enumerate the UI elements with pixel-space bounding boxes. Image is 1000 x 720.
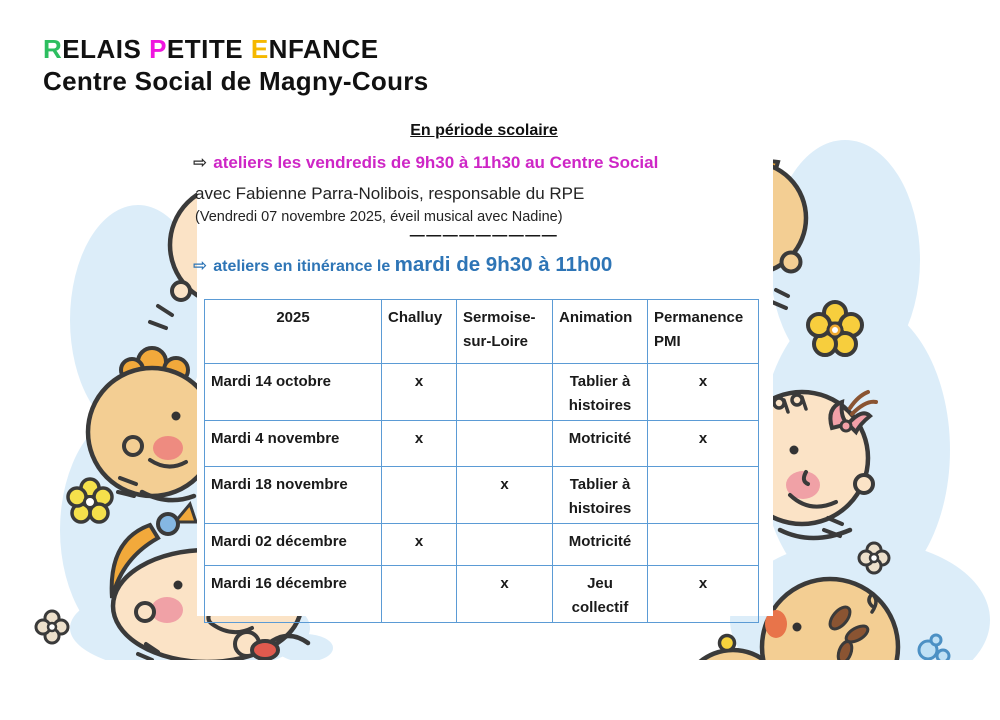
table-row: Mardi 14 octobre x Tablier à histoires x — [204, 363, 759, 421]
right-arrow-icon: ⇨ — [193, 256, 208, 275]
cell-animation: Jeu collectif — [552, 565, 648, 623]
tuesday-workshops-time: mardi de 9h30 à 11h00 — [394, 253, 613, 276]
title-letter: R — [43, 34, 63, 64]
flower-icon — [66, 477, 114, 524]
flower-icon — [857, 541, 891, 575]
cell-animation: Motricité — [552, 420, 648, 467]
title-line1: RELAIS PETITE ENFANCE — [43, 34, 428, 66]
table-row: Mardi 02 décembre x Motricité — [204, 523, 759, 566]
header-year: 2025 — [204, 299, 382, 364]
cell-date: Mardi 16 décembre — [204, 565, 382, 623]
cell-challuy — [381, 565, 457, 623]
cell-animation: Tablier à histoires — [552, 466, 648, 524]
header-animation: Animation — [552, 299, 648, 364]
cell-pmi: x — [647, 565, 759, 623]
header-sermoise: Sermoise-sur-Loire — [456, 299, 553, 364]
cell-date: Mardi 4 novembre — [204, 420, 382, 467]
friday-workshops-text: ateliers les vendredis de 9h30 à 11h30 a… — [213, 153, 659, 172]
cell-sermoise: x — [456, 466, 553, 524]
cell-animation: Motricité — [552, 523, 648, 566]
cell-date: Mardi 14 octobre — [204, 363, 382, 421]
cell-challuy — [381, 466, 457, 524]
cell-sermoise — [456, 420, 553, 467]
pacifier-doodle-icon — [917, 633, 951, 660]
subtitle: Centre Social de Magny-Cours — [43, 65, 429, 96]
right-arrow-icon: ⇨ — [193, 153, 208, 172]
responsible-line: avec Fabienne Parra-Nolibois, responsabl… — [195, 184, 585, 203]
schedule-table: 2025 Challuy Sermoise-sur-Loire Animatio… — [204, 299, 759, 623]
note-line: (Vendredi 07 novembre 2025, éveil musica… — [195, 209, 563, 225]
flower-icon — [34, 609, 70, 645]
cell-sermoise: x — [456, 565, 553, 623]
title-text: ELAIS — [62, 34, 150, 64]
baby-face-icon — [85, 346, 219, 503]
header-challuy: Challuy — [381, 299, 457, 364]
title-letter: E — [250, 34, 269, 64]
dashed-divider: ————————— — [409, 227, 559, 244]
title-letter: P — [149, 34, 167, 64]
section-heading: En période scolaire — [410, 122, 558, 139]
table-row: Mardi 18 novembre x Tablier à histoires — [204, 466, 759, 524]
cell-pmi — [647, 466, 759, 524]
cell-pmi — [647, 523, 759, 566]
page-title: RELAIS PETITE ENFANCE Centre Social de M… — [43, 34, 428, 97]
title-text: ETITE — [166, 34, 251, 64]
baby-face-icon — [759, 576, 901, 660]
table-header-row: 2025 Challuy Sermoise-sur-Loire Animatio… — [204, 299, 759, 364]
friday-workshops-line: ⇨ ateliers les vendredis de 9h30 à 11h30 … — [193, 153, 783, 173]
cell-challuy: x — [381, 363, 457, 421]
cell-date: Mardi 02 décembre — [204, 523, 382, 566]
cell-animation: Tablier à histoires — [552, 363, 648, 421]
cell-pmi: x — [647, 420, 759, 467]
table-row: Mardi 16 décembre x Jeu collectif x — [204, 565, 759, 623]
flower-icon — [806, 300, 864, 357]
title-text: NFANCE — [268, 34, 379, 64]
cell-date: Mardi 18 novembre — [204, 466, 382, 524]
table-row: Mardi 4 novembre x Motricité x — [204, 420, 759, 467]
cell-sermoise — [456, 363, 553, 421]
tuesday-workshops-line: ⇨ ateliers en itinérance le mardi de 9h30… — [193, 253, 793, 277]
tuesday-workshops-intro: ateliers en itinérance le — [213, 258, 395, 275]
cell-pmi: x — [647, 363, 759, 421]
header-pmi: Permanence PMI — [647, 299, 759, 364]
cell-sermoise — [456, 523, 553, 566]
cell-challuy: x — [381, 420, 457, 467]
cell-challuy: x — [381, 523, 457, 566]
